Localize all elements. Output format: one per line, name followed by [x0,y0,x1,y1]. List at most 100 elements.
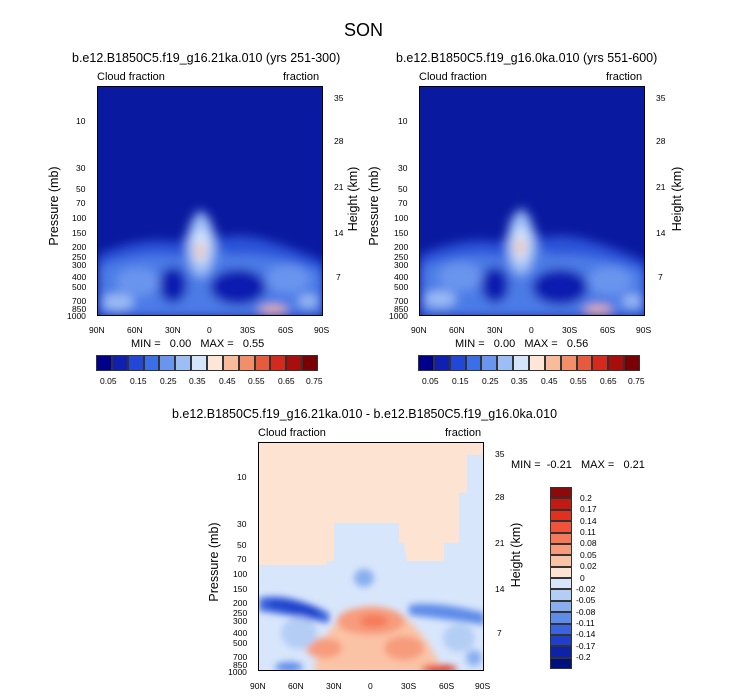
panel-1-htick: 28 [334,136,344,146]
colorbar-swatch [550,555,572,567]
panel-1-ptick: 400 [72,272,87,282]
panel-1-ptick: 150 [72,228,87,238]
cb1-label: 0.05 [100,376,117,386]
colorbar-swatch [550,634,572,647]
panel-3-lattick: 90N [250,681,266,691]
panel-3-htick: 7 [497,628,502,638]
cb2-label: 0.65 [600,376,617,386]
panel-1-lattick: 60S [278,325,294,335]
panel-3-ylabel: Pressure (mb) [207,522,221,602]
panel-1-lattick: 90S [314,325,330,335]
cb1-label: 0.75 [306,376,323,386]
panel-3-htick: 21 [495,538,505,548]
panel-3-colorbar [550,487,572,669]
panel-3-lattick: 90S [475,681,491,691]
panel-3-lattick: 0 [368,681,373,691]
colorbar-swatch [222,355,239,371]
panel-3-stats: MIN = -0.21 MAX = 0.21 [511,459,645,471]
cb2-label: 0.45 [541,376,558,386]
colorbar-swatch [270,355,287,371]
colorbar-swatch [550,543,572,556]
colorbar-swatch [529,355,545,371]
colorbar-swatch [624,355,641,371]
panel-3-colorbar-labels: 0.2 0.17 0.14 0.11 0.08 0.05 0.02 0 -0.0… [576,487,618,669]
panel-2-ptick: 850 [394,304,409,314]
cb3-label: 0.08 [580,538,597,548]
cb3-label: 0.02 [580,561,597,571]
panel-1-plot [97,86,323,316]
panel-3-ptick: 1000 [228,667,247,677]
panel-1-left-label: Cloud fraction [97,71,165,83]
panel-3-ptick: 500 [233,638,248,648]
panel-3-ptick: 50 [237,540,247,550]
colorbar-swatch [550,509,572,522]
panel-2-plot [419,86,645,316]
panel-1-lattick: 0 [207,325,212,335]
panel-3-ptick: 10 [237,472,247,482]
panel-3-ptick: 300 [233,616,248,626]
panel-3-lattick: 60S [439,681,455,691]
colorbar-swatch [550,623,572,635]
cb1-label: 0.45 [219,376,236,386]
panel-1-lattick: 60N [127,325,143,335]
panel-3-lattick: 60N [288,681,304,691]
panel-2-ptick: 10 [398,116,408,126]
colorbar-swatch [207,355,223,371]
cb3-label: -0.2 [576,652,591,662]
panel-1-ptick: 250 [72,252,87,262]
panel-3-y2label: Height (km) [509,522,523,588]
panel-2-left-label: Cloud fraction [419,71,487,83]
panel-3-ptick: 250 [233,608,248,618]
cb3-label: -0.02 [576,584,596,594]
panel-1-ptick: 50 [76,184,86,194]
colorbar-swatch [550,578,572,590]
colorbar-swatch [550,566,572,578]
cb1-label: 0.55 [248,376,265,386]
cb3-label: 0 [580,573,585,583]
colorbar-swatch [481,355,498,371]
cb3-label: -0.11 [576,618,595,628]
panel-2-ptick: 50 [398,184,408,194]
cb2-label: 0.75 [628,376,645,386]
cb3-label: 0.11 [580,527,596,537]
colorbar-swatch [286,355,303,371]
cb1-label: 0.25 [160,376,177,386]
colorbar-swatch [550,600,572,613]
colorbar-swatch [513,355,530,371]
panel-2-lattick: 30N [487,325,503,335]
cb1-label: 0.35 [189,376,206,386]
panel-1-ptick: 1000 [67,311,86,321]
panel-2-lattick: 30S [562,325,578,335]
colorbar-swatch [560,355,577,371]
panel-3-plot [258,442,484,671]
colorbar-swatch [191,355,208,371]
panel-2-ylabel: Pressure (mb) [367,166,381,246]
panel-1-ptick: 200 [72,242,87,252]
cb3-label: 0.14 [580,516,597,526]
panel-1-htick: 21 [334,182,344,192]
panel-3-left-label: Cloud fraction [258,427,326,439]
colorbar-swatch [127,355,144,371]
colorbar-swatch [550,646,572,658]
cb3-label: -0.05 [576,595,596,605]
panel-1-stats: MIN = 0.00 MAX = 0.55 [131,338,265,350]
cb3-label: -0.08 [576,607,596,617]
panel-2-ptick: 70 [398,198,408,208]
panel-3-ptick: 100 [233,569,248,579]
panel-1-lattick: 90N [89,325,105,335]
panel-2-lattick: 90N [411,325,427,335]
colorbar-swatch [592,355,609,371]
colorbar-swatch [302,355,319,371]
colorbar-swatch [96,355,112,371]
panel-2-ptick: 30 [398,163,408,173]
colorbar-swatch [449,355,466,371]
panel-2-title: b.e12.B1850C5.f19_g16.0ka.010 (yrs 551-6… [396,51,658,65]
panel-2-htick: 14 [656,228,666,238]
panel-2-ptick: 250 [394,252,409,262]
cb3-label: 0.17 [580,504,597,514]
panel-1-ptick: 100 [72,213,87,223]
colorbar-swatch [576,355,593,371]
cb3-label: 0.2 [580,493,592,503]
panel-2-y2label: Height (km) [670,166,684,232]
panel-1-contour [98,87,322,315]
